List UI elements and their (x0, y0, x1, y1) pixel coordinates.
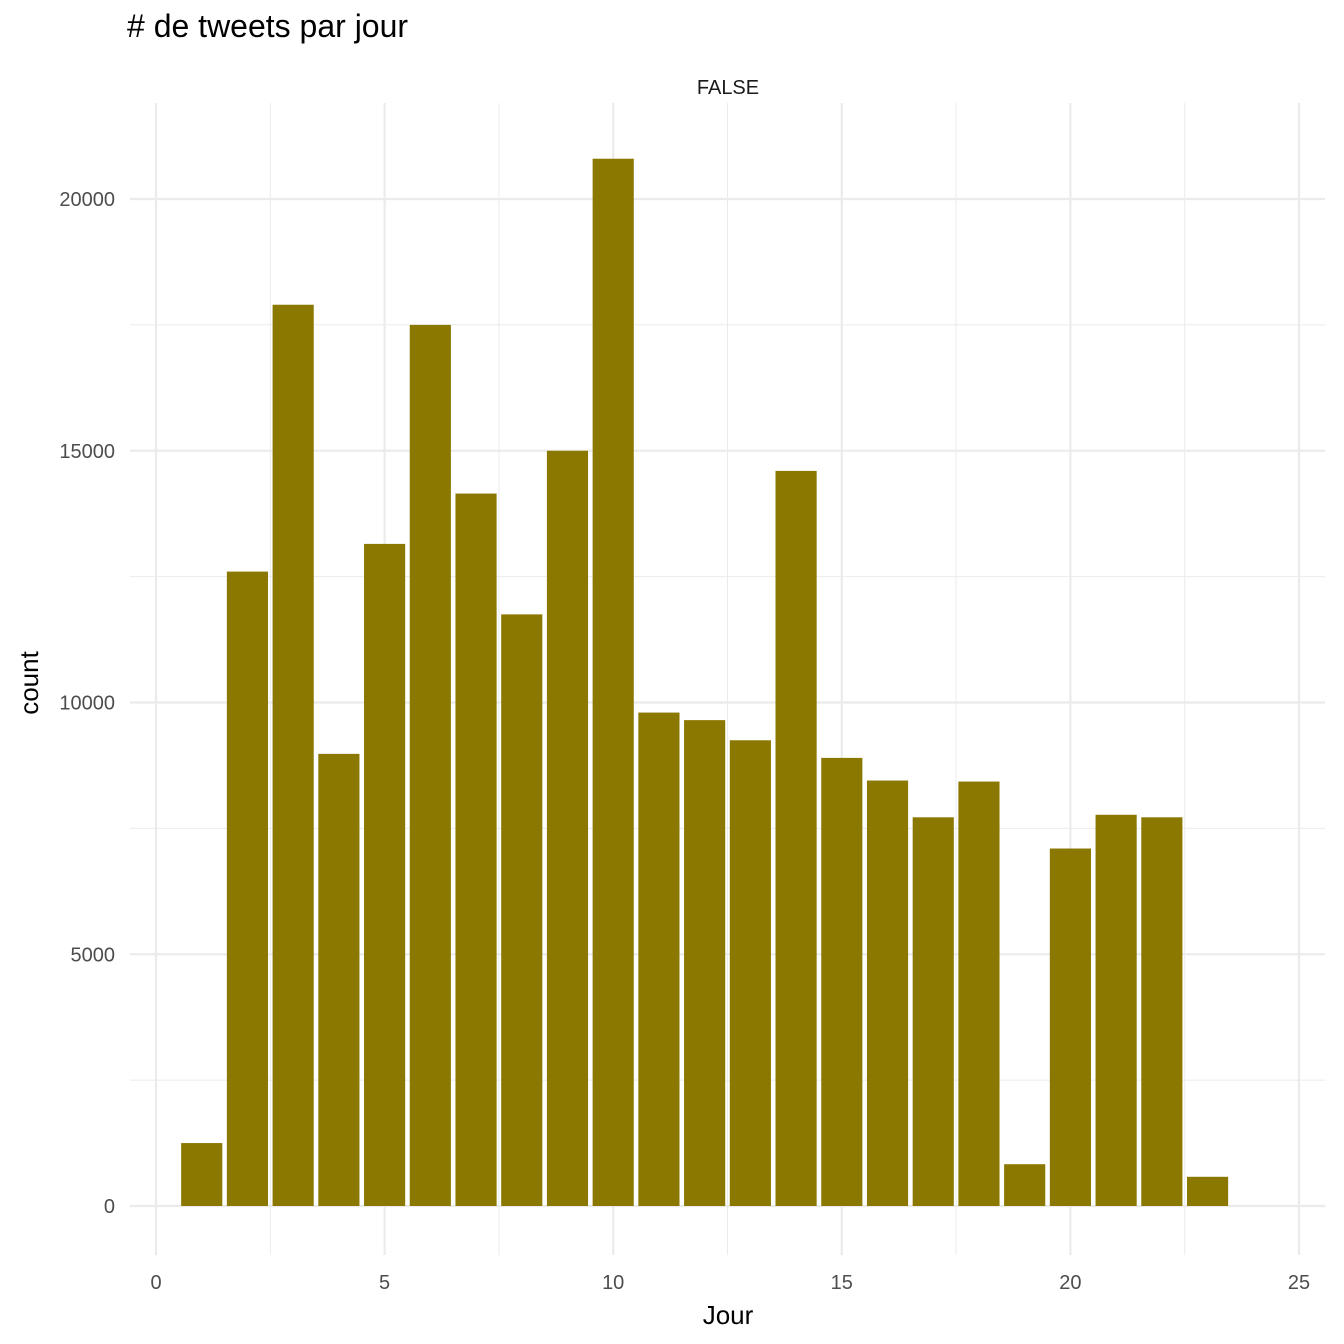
bar-day-5 (364, 543, 406, 1206)
bar-day-6 (409, 324, 451, 1206)
x-tick-label: 10 (602, 1272, 624, 1294)
x-axis-title: Jour (703, 1300, 754, 1330)
bar-day-23 (1186, 1176, 1229, 1206)
facet-strip-label: FALSE (697, 77, 759, 99)
y-tick-label: 10000 (59, 693, 115, 715)
bar-day-4 (318, 753, 360, 1206)
bar-day-1 (181, 1143, 223, 1206)
bar-day-19 (1004, 1164, 1046, 1206)
x-tick-label: 5 (379, 1272, 390, 1294)
bar-day-8 (501, 614, 543, 1206)
y-tick-label: 20000 (59, 189, 115, 211)
x-tick-label: 20 (1059, 1272, 1081, 1294)
bar-day-16 (866, 780, 909, 1206)
bar-day-22 (1141, 817, 1183, 1206)
bar-day-20 (1049, 848, 1091, 1206)
bar-day-17 (912, 817, 954, 1206)
y-tick-label: 5000 (71, 944, 116, 966)
bar-day-18 (958, 781, 1000, 1206)
x-axis-ticks: 0 5 10 15 20 25 (150, 1272, 1310, 1294)
chart-title: # de tweets par jour (127, 8, 409, 44)
x-tick-label: 0 (150, 1272, 161, 1294)
bar-day-11 (638, 712, 680, 1206)
x-tick-label: 25 (1288, 1272, 1310, 1294)
y-axis-title: count (14, 650, 44, 714)
bar-day-14 (775, 470, 817, 1206)
bar-day-9 (546, 450, 589, 1206)
bar-day-13 (729, 740, 771, 1206)
y-tick-label: 0 (104, 1196, 115, 1218)
y-tick-label: 15000 (59, 441, 115, 463)
bar-day-21 (1095, 814, 1137, 1206)
bar-day-2 (226, 571, 269, 1206)
bar-day-15 (821, 757, 863, 1206)
x-tick-label: 15 (831, 1272, 853, 1294)
bar-day-7 (455, 493, 497, 1206)
y-axis-ticks: 0 5000 10000 15000 20000 (59, 189, 115, 1218)
bars (181, 158, 1229, 1207)
bar-day-12 (684, 720, 726, 1206)
bar-day-10 (592, 158, 634, 1207)
bar-day-3 (272, 304, 314, 1206)
